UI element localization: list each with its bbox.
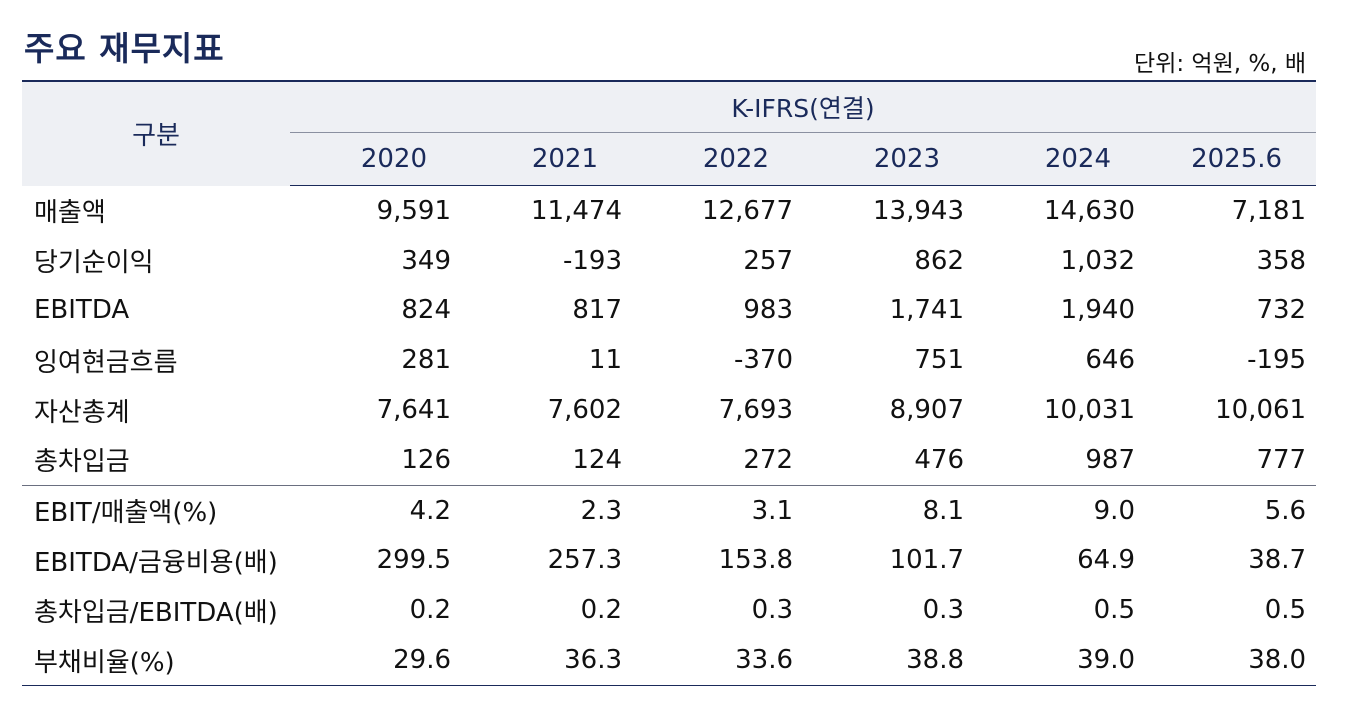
financial-indicators-table: 구분 K-IFRS(연결) 2020 2021 2022 2023 2024 2… xyxy=(22,80,1317,686)
cell-value: 11 xyxy=(588,345,622,376)
table-row: EBIT/매출액(%) 4.2 2.3 3.1 8.1 9.0 5.6 xyxy=(22,484,1317,536)
cell-value: 7,602 xyxy=(547,395,622,426)
table-row: 자산총계 7,641 7,602 7,693 8,907 10,031 10,0… xyxy=(22,385,1316,435)
cell-value: 817 xyxy=(572,295,622,326)
row-label: 자산총계 xyxy=(34,397,130,428)
cell-value: 476 xyxy=(914,444,964,475)
cell-value: 646 xyxy=(1085,345,1135,376)
cell-value: 257 xyxy=(743,245,793,276)
cell-value: 64.9 xyxy=(1077,545,1135,576)
cell-value: 732 xyxy=(1256,295,1307,326)
cell-value: 5.6 xyxy=(1145,484,1317,536)
cell-value: 7,693 xyxy=(718,395,793,426)
cell-value: 101.7 xyxy=(889,545,964,576)
cell-value: 10,031 xyxy=(1044,395,1135,426)
table-row: 부채비율(%) 29.6 36.3 33.6 38.8 39.0 38.0 xyxy=(22,635,1317,686)
cell-value: 12,677 xyxy=(702,195,793,226)
cell-value: 153.8 xyxy=(718,545,793,576)
page-title: 주요 재무지표 xyxy=(24,29,225,68)
cell-value: 0.2 xyxy=(409,595,451,626)
cell-value: 10,061 xyxy=(1215,395,1307,426)
cell-value: 1,741 xyxy=(889,295,964,326)
label-column-header: 구분 xyxy=(22,80,290,186)
cell-value: 8.1 xyxy=(803,484,974,536)
cell-value: 257.3 xyxy=(547,545,622,576)
header-row-group: 구분 K-IFRS(연결) xyxy=(22,80,1317,186)
group-header: K-IFRS(연결) xyxy=(290,80,1317,133)
year-header: 2025.6 xyxy=(1145,132,1317,186)
cell-value: 358 xyxy=(1256,245,1307,276)
table-row: 당기순이익 349 -193 257 862 1,032 358 xyxy=(22,236,1316,286)
table-row: EBITDA/금융비용(배) 299.5 257.3 153.8 101.7 6… xyxy=(22,536,1316,586)
table-row: 총차입금/EBITDA(배) 0.2 0.2 0.3 0.3 0.5 0.5 xyxy=(22,585,1316,635)
cell-value: 0.3 xyxy=(922,595,964,626)
cell-value: 751 xyxy=(914,345,964,376)
cell-value: 2.3 xyxy=(461,484,632,536)
cell-value: 7,181 xyxy=(1231,195,1307,226)
cell-value: 7,641 xyxy=(376,395,451,426)
cell-value: 299.5 xyxy=(376,545,451,576)
cell-value: 14,630 xyxy=(1044,195,1135,226)
row-label: 부채비율(%) xyxy=(22,635,290,686)
cell-value: 3.1 xyxy=(632,484,803,536)
cell-value: 0.5 xyxy=(1264,595,1307,626)
cell-value: 13,943 xyxy=(873,195,964,226)
row-label: 매출액 xyxy=(34,198,106,229)
cell-value: -370 xyxy=(733,345,793,376)
table-row: EBITDA 824 817 983 1,741 1,940 732 xyxy=(22,286,1316,336)
year-header: 2023 xyxy=(803,132,974,186)
row-label: 총차입금/EBITDA(배) xyxy=(34,597,278,628)
table-row: 잉여현금흐름 281 11 -370 751 646 -195 xyxy=(22,335,1316,385)
row-label: 총차입금 xyxy=(34,447,130,478)
cell-value: 349 xyxy=(401,245,451,276)
year-header: 2024 xyxy=(974,132,1145,186)
cell-value: 0.3 xyxy=(751,595,793,626)
cell-value: 0.2 xyxy=(580,595,622,626)
cell-value: 862 xyxy=(914,245,964,276)
row-label: EBIT/매출액(%) xyxy=(22,484,290,536)
row-label: EBITDA/금융비용(배) xyxy=(34,547,278,578)
cell-value: 9.0 xyxy=(974,484,1145,536)
cell-value: 29.6 xyxy=(290,635,461,686)
table-row: 총차입금 126 124 272 476 987 777 xyxy=(22,435,1316,485)
cell-value: 0.5 xyxy=(1093,595,1135,626)
year-header: 2022 xyxy=(632,132,803,186)
cell-value: 38.8 xyxy=(803,635,974,686)
cell-value: 281 xyxy=(401,345,451,376)
year-header: 2020 xyxy=(290,132,461,186)
row-label: 당기순이익 xyxy=(34,248,154,279)
cell-value: 126 xyxy=(401,444,451,475)
cell-value: -195 xyxy=(1247,345,1307,376)
cell-value: 777 xyxy=(1256,444,1307,475)
cell-value: 987 xyxy=(1085,444,1135,475)
unit-note: 단위: 억원, %, 배 xyxy=(1134,51,1306,77)
cell-value: -193 xyxy=(562,245,622,276)
row-label: EBITDA xyxy=(34,295,130,326)
cell-value: 8,907 xyxy=(889,395,964,426)
cell-value: 36.3 xyxy=(461,635,632,686)
row-label: 잉여현금흐름 xyxy=(34,347,178,378)
header-row-years: 2020 2021 2022 2023 2024 2025.6 xyxy=(22,132,1317,186)
cell-value: 4.2 xyxy=(290,484,461,536)
cell-value: 983 xyxy=(743,295,793,326)
cell-value: 38.7 xyxy=(1248,545,1307,576)
year-header: 2021 xyxy=(461,132,632,186)
cell-value: 272 xyxy=(743,444,793,475)
cell-value: 33.6 xyxy=(632,635,803,686)
cell-value: 1,032 xyxy=(1060,245,1135,276)
cell-value: 9,591 xyxy=(376,195,451,226)
cell-value: 39.0 xyxy=(974,635,1145,686)
cell-value: 38.0 xyxy=(1145,635,1317,686)
cell-value: 124 xyxy=(572,444,622,475)
cell-value: 11,474 xyxy=(531,195,622,226)
cell-value: 1,940 xyxy=(1060,295,1135,326)
cell-value: 824 xyxy=(401,295,451,326)
table-row: 매출액 9,591 11,474 12,677 13,943 14,630 7,… xyxy=(22,186,1316,236)
